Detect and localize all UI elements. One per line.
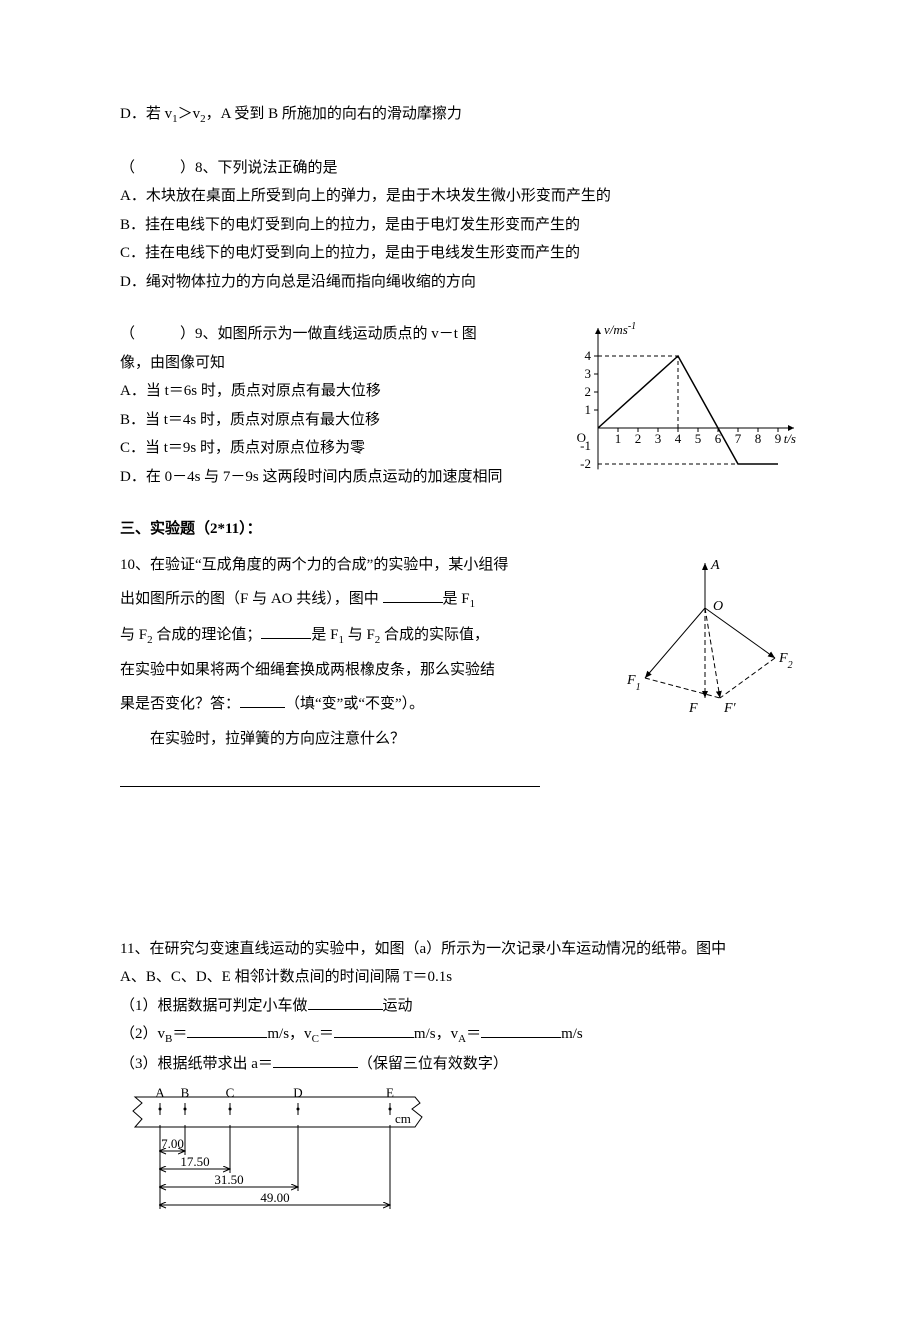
option-b: B．挂在电线下的电灯受到向上的拉力，是由于电灯发生形变而产生的 bbox=[120, 211, 800, 240]
question-8: （ ）8、下列说法正确的是 A．木块放在桌面上所受到向上的弹力，是由于木块发生微… bbox=[120, 154, 800, 297]
svg-text:-2: -2 bbox=[580, 456, 591, 471]
svg-text:C: C bbox=[226, 1087, 235, 1100]
blank-input[interactable] bbox=[261, 623, 311, 639]
blank-input[interactable] bbox=[240, 692, 285, 708]
svg-text:F′: F′ bbox=[723, 701, 737, 716]
blank-input[interactable] bbox=[273, 1052, 358, 1068]
vt-chart: 1234567891234-1-2Ov/ms-1t/s bbox=[570, 320, 800, 480]
q7-option-d: D．若 v1＞v2，A 受到 B 所施加的向右的滑动摩擦力 bbox=[120, 100, 800, 130]
option-a: A．当 t＝6s 时，质点对原点有最大位移 bbox=[120, 377, 560, 406]
svg-text:cm: cm bbox=[395, 1111, 411, 1126]
answer-paren[interactable]: （ ） bbox=[120, 160, 195, 176]
svg-text:E: E bbox=[386, 1087, 394, 1100]
question-11: 11、在研究匀变速直线运动的实验中，如图（a）所示为一次记录小车运动情况的纸带。… bbox=[120, 935, 800, 1237]
svg-text:F1: F1 bbox=[626, 673, 641, 693]
question-number: 8、 bbox=[195, 160, 218, 176]
svg-text:F2: F2 bbox=[778, 651, 793, 671]
svg-text:31.50: 31.50 bbox=[214, 1172, 243, 1187]
svg-text:F: F bbox=[688, 701, 698, 716]
question-number: 9、 bbox=[195, 326, 218, 342]
svg-text:D: D bbox=[293, 1087, 302, 1100]
force-diagram: A O F1 F2 F F′ bbox=[620, 558, 800, 718]
svg-text:v/ms-1: v/ms-1 bbox=[604, 321, 636, 338]
svg-text:A: A bbox=[155, 1087, 165, 1100]
option-c: C．当 t＝9s 时，质点对原点位移为零 bbox=[120, 434, 560, 463]
svg-text:1: 1 bbox=[615, 431, 622, 446]
blank-input[interactable] bbox=[334, 1022, 414, 1038]
blank-input[interactable] bbox=[383, 587, 443, 603]
svg-text:9: 9 bbox=[775, 431, 782, 446]
svg-text:O: O bbox=[713, 599, 723, 614]
blank-input[interactable] bbox=[481, 1022, 561, 1038]
svg-text:1: 1 bbox=[585, 402, 592, 417]
svg-text:B: B bbox=[181, 1087, 190, 1100]
option-d: D．绳对物体拉力的方向总是沿绳而指向绳收缩的方向 bbox=[120, 268, 800, 297]
blank-input-long[interactable] bbox=[120, 771, 540, 787]
svg-text:49.00: 49.00 bbox=[260, 1190, 289, 1205]
svg-text:17.50: 17.50 bbox=[180, 1154, 209, 1169]
question-9: （ ）9、如图所示为一做直线运动质点的 v－t 图 像，由图像可知 A．当 t＝… bbox=[120, 320, 800, 491]
option-label: D． bbox=[120, 106, 146, 122]
question-stem: 下列说法正确的是 bbox=[218, 160, 338, 176]
option-b: B．当 t＝4s 时，质点对原点有最大位移 bbox=[120, 406, 560, 435]
question-number: 10、 bbox=[120, 557, 150, 573]
option-c: C．挂在电线下的电灯受到向上的拉力，是由于电线发生形变而产生的 bbox=[120, 239, 800, 268]
question-10: 10、在验证“互成角度的两个力的合成”的实验中，某小组得 出如图所示的图（F 与… bbox=[120, 548, 800, 801]
option-a: A．木块放在桌面上所受到向上的弹力，是由于木块发生微小形变而产生的 bbox=[120, 182, 800, 211]
svg-text:7.00: 7.00 bbox=[161, 1136, 184, 1151]
svg-text:8: 8 bbox=[755, 431, 762, 446]
svg-text:2: 2 bbox=[585, 384, 592, 399]
option-d: D．在 0－4s 与 7－9s 这两段时间内质点运动的加速度相同 bbox=[120, 463, 560, 492]
question-number: 11、 bbox=[120, 941, 149, 957]
svg-text:4: 4 bbox=[675, 431, 682, 446]
svg-text:t/s: t/s bbox=[784, 431, 796, 446]
tape-diagram: cm A B C D E 7.00 17.50 31.50 49.00 bbox=[130, 1087, 800, 1237]
svg-text:3: 3 bbox=[585, 366, 592, 381]
answer-paren[interactable]: （ ） bbox=[120, 326, 195, 342]
svg-text:5: 5 bbox=[695, 431, 702, 446]
svg-text:O: O bbox=[577, 430, 586, 445]
svg-text:A: A bbox=[710, 558, 720, 573]
section-3-title: 三、实验题（2*11）： bbox=[120, 515, 800, 544]
svg-text:4: 4 bbox=[585, 348, 592, 363]
svg-text:7: 7 bbox=[735, 431, 742, 446]
blank-input[interactable] bbox=[187, 1022, 267, 1038]
svg-text:2: 2 bbox=[635, 431, 642, 446]
svg-text:3: 3 bbox=[655, 431, 662, 446]
blank-input[interactable] bbox=[308, 994, 383, 1010]
